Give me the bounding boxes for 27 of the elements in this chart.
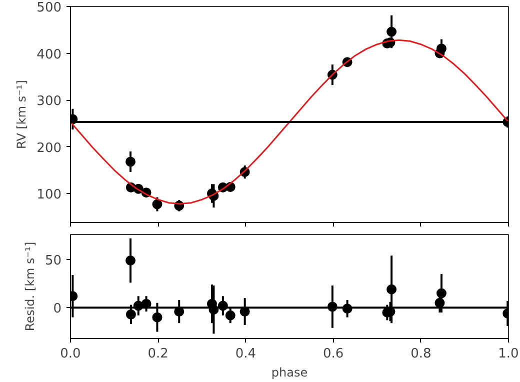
point [434,298,445,308]
point [152,199,162,210]
point [386,284,397,294]
x-tick-label: 0.8 [410,346,432,362]
point [436,44,446,54]
y-tick-label: 400 [36,47,62,62]
point [436,288,446,298]
y-tick-label: 0 [53,302,62,317]
x-tick-label: 1.0 [498,346,519,362]
x-tick-label: 0.4 [235,346,256,362]
point [126,256,136,266]
point [152,312,162,322]
point [126,309,136,320]
y-axis-title: Resid. [km s⁻¹] [22,242,37,332]
y-tick-label: 50 [44,254,62,269]
y-tick-label: 100 [36,188,62,203]
y-tick-label: 200 [36,140,62,156]
point [126,156,136,167]
x-tick-label: 0.2 [148,346,168,362]
x-axis-title: phase [271,366,308,380]
x-tick-label: 0.0 [60,346,81,362]
point [386,26,397,37]
point [225,310,236,320]
y-tick-label: 500 [36,0,62,16]
x-tick-label: 0.6 [322,346,344,362]
y-tick-label: 300 [36,94,62,110]
y-axis-title: RV [km s⁻¹] [14,80,29,149]
